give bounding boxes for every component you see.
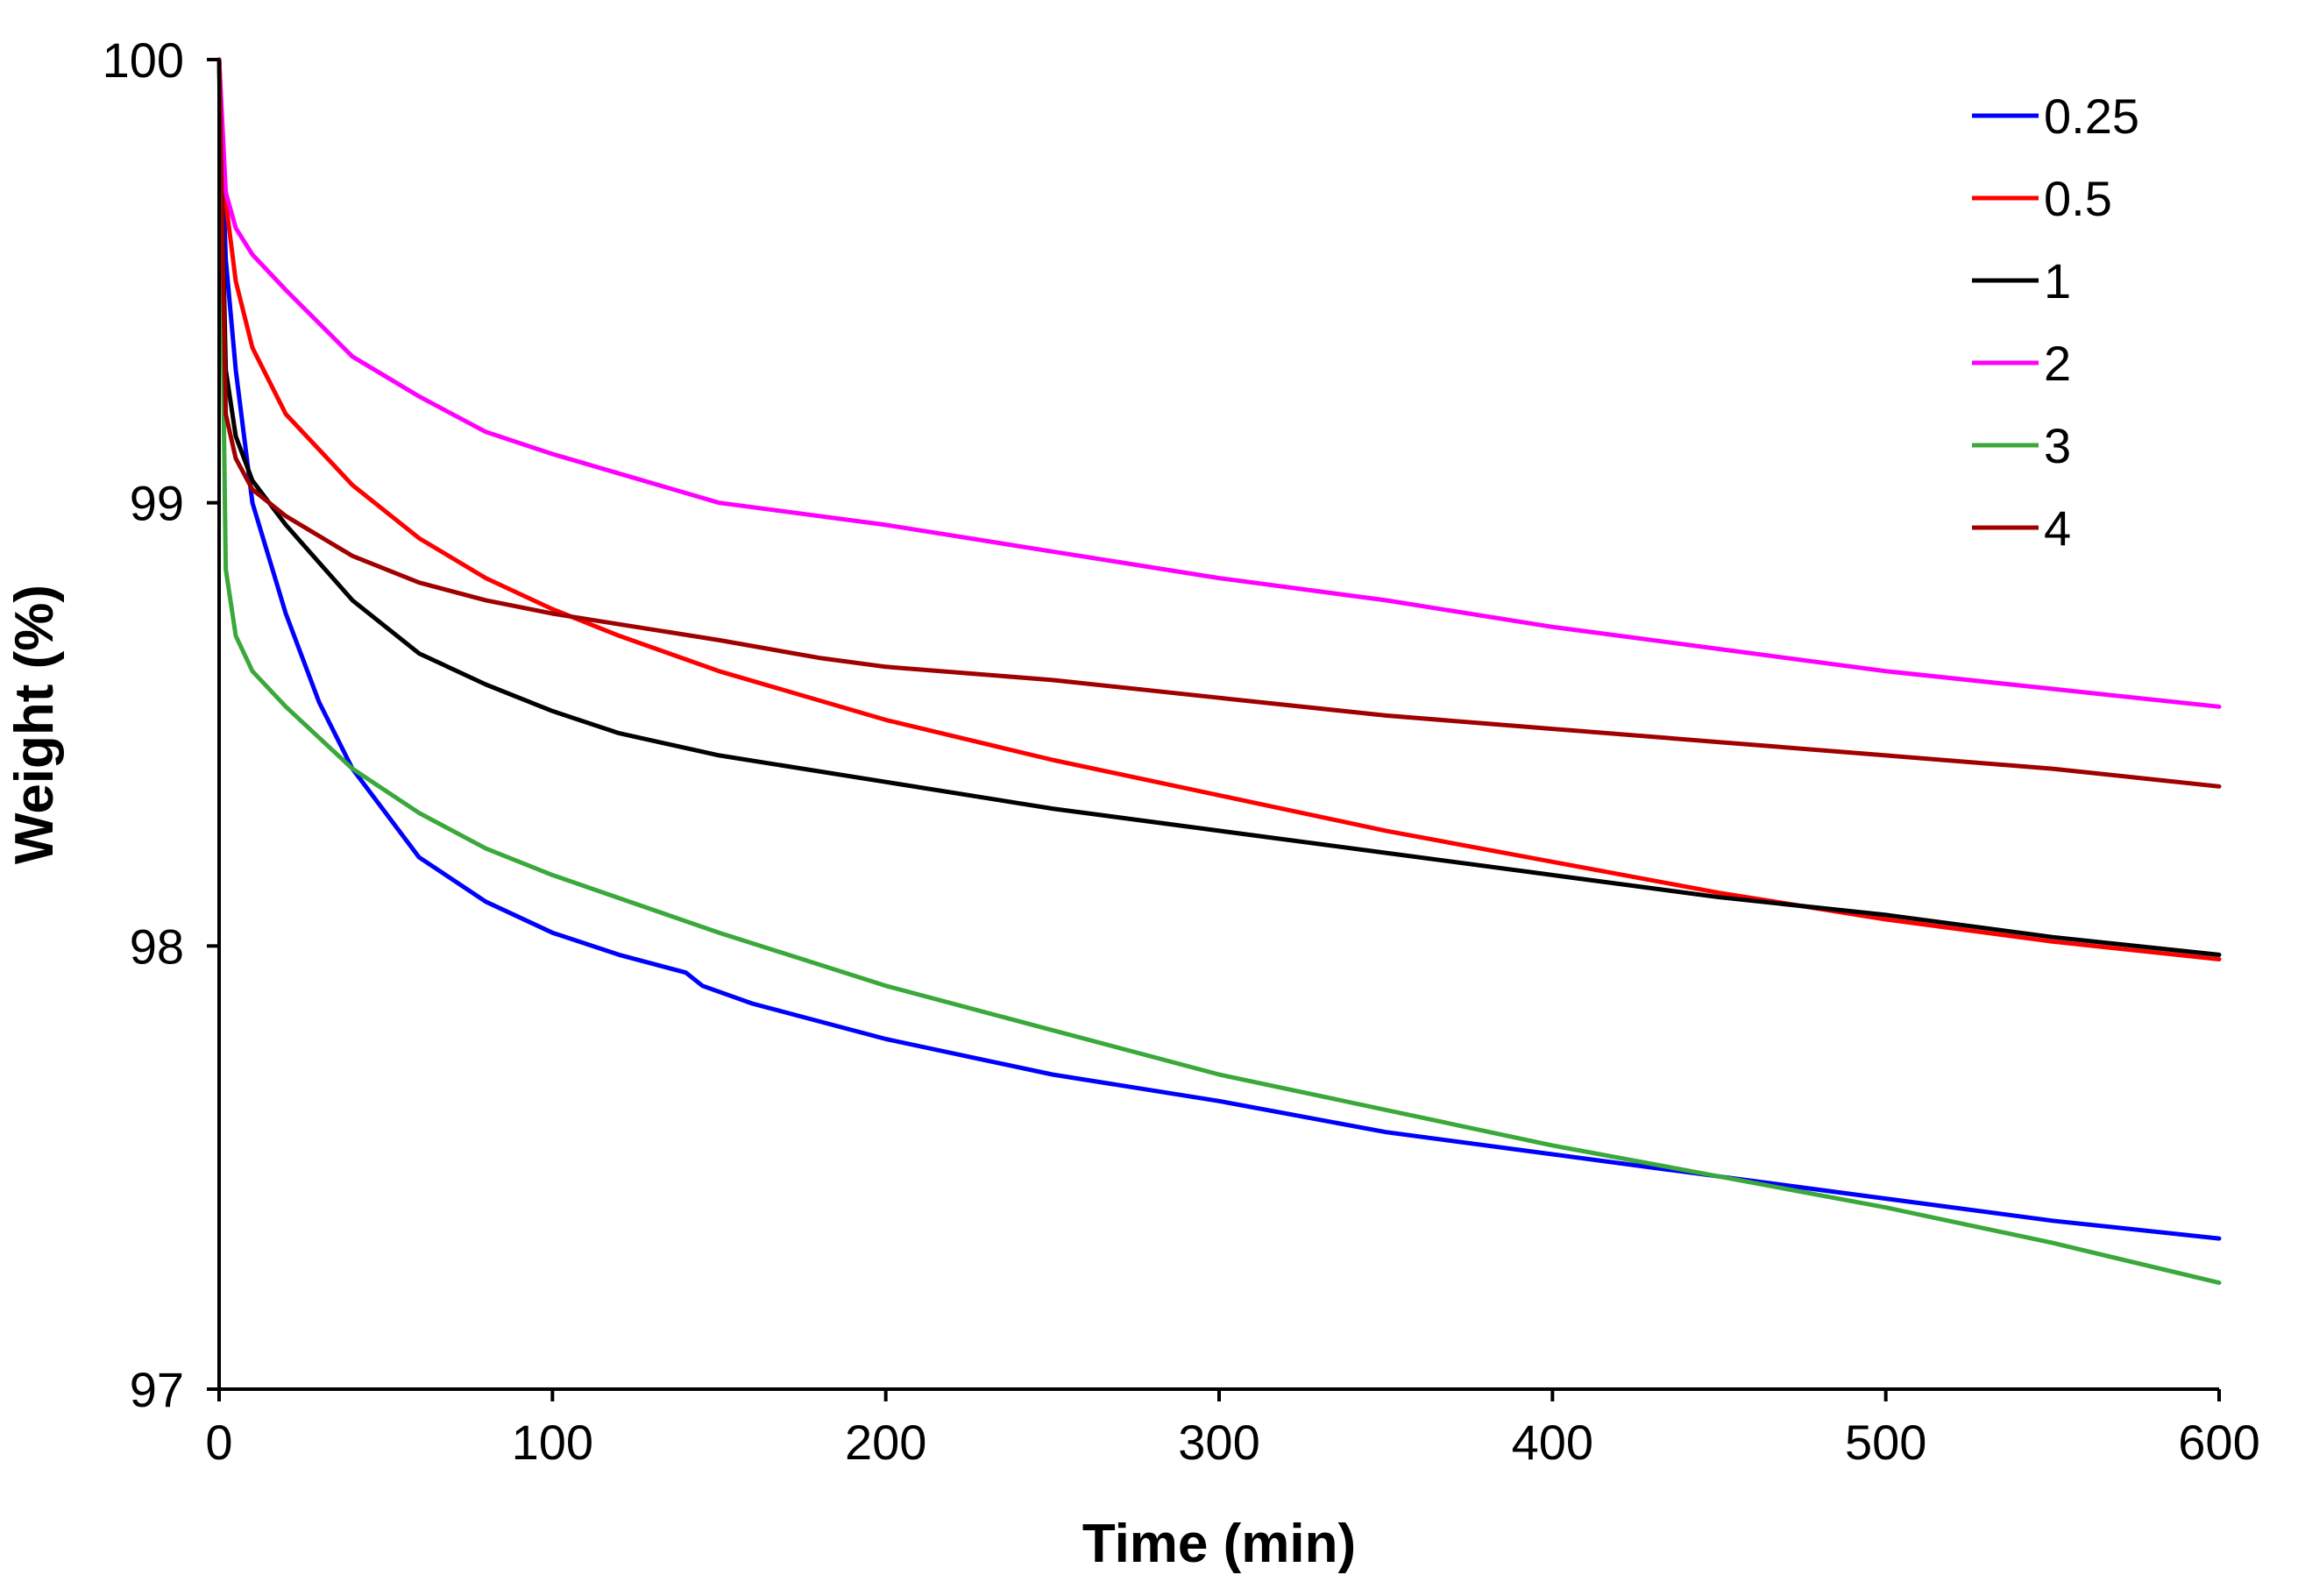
legend: 0.25 0.5 1 2 3 4	[1972, 89, 2139, 556]
x-axis-title: Time (min)	[1082, 1514, 1356, 1574]
y-tick-label: 99	[130, 476, 184, 531]
series-layer	[216, 57, 2222, 1286]
y-tick-label: 97	[130, 1362, 184, 1417]
x-ticks: 0 100 200 300 400 500 600	[205, 1389, 2260, 1470]
x-tick-label: 600	[2178, 1415, 2259, 1470]
series-line-4	[216, 57, 2222, 789]
axes-layer	[217, 60, 2219, 1391]
legend-label: 0.25	[2044, 89, 2139, 144]
y-tick-label: 100	[103, 32, 184, 88]
x-tick-label: 400	[1512, 1415, 1593, 1470]
legend-label: 4	[2044, 500, 2071, 556]
series-line-0-5	[216, 57, 2222, 961]
legend-label: 0.5	[2044, 171, 2112, 226]
series-line-2	[216, 57, 2222, 709]
x-tick-label: 500	[1845, 1415, 1926, 1470]
series-line-3	[216, 57, 2222, 1286]
x-tick-label: 0	[205, 1415, 232, 1470]
legend-label: 2	[2044, 336, 2071, 391]
x-tick-label: 200	[845, 1415, 926, 1470]
x-tick-label: 100	[512, 1415, 593, 1470]
y-tick-label: 98	[130, 919, 184, 974]
series-line-0-25	[216, 57, 2222, 1241]
x-tick-label: 300	[1178, 1415, 1259, 1470]
y-ticks: 97 98 99 100	[103, 32, 219, 1417]
legend-label: 3	[2044, 418, 2071, 473]
legend-label: 1	[2044, 253, 2071, 309]
y-axis-title: Weight (%)	[4, 585, 65, 864]
series-line-1	[216, 57, 2222, 957]
